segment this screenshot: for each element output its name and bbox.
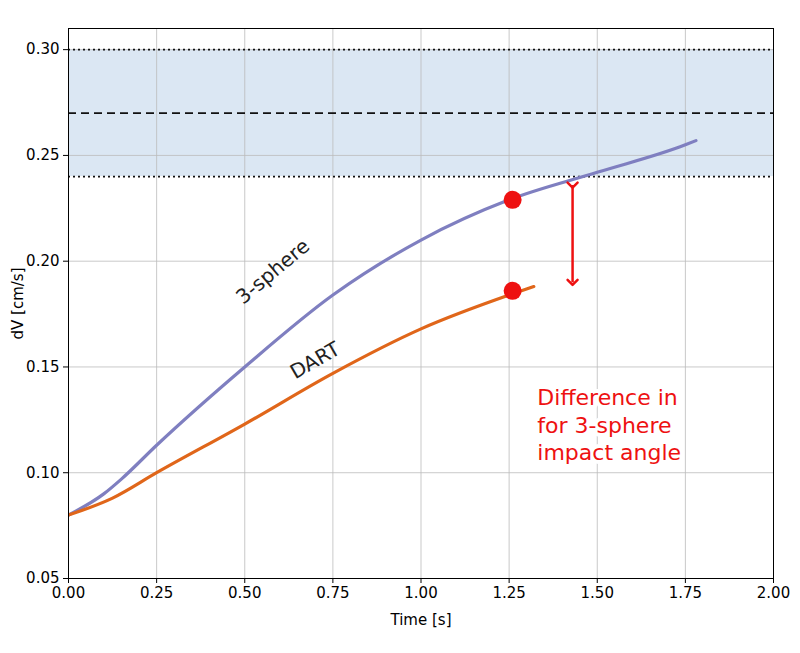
svg-text:0.10: 0.10 [26, 464, 59, 482]
svg-text:dV [cm/s]: dV [cm/s] [9, 268, 27, 340]
svg-text:DART: DART [286, 336, 345, 384]
svg-text:3-sphere: 3-sphere [231, 234, 314, 309]
svg-text:0.30: 0.30 [26, 40, 59, 58]
svg-text:0.75: 0.75 [316, 584, 349, 602]
svg-text:0.20: 0.20 [26, 252, 59, 270]
svg-text:0.25: 0.25 [26, 146, 59, 164]
svg-text:Difference infor 3-sphereimpac: Difference infor 3-sphereimpact angle [537, 385, 681, 465]
svg-text:1.75: 1.75 [669, 584, 702, 602]
svg-text:0.25: 0.25 [140, 584, 173, 602]
svg-text:Time [s]: Time [s] [390, 611, 452, 629]
svg-text:0.50: 0.50 [228, 584, 261, 602]
svg-text:0.15: 0.15 [26, 358, 59, 376]
svg-text:0.05: 0.05 [26, 569, 59, 587]
svg-text:2.00: 2.00 [757, 584, 790, 602]
svg-text:1.50: 1.50 [581, 584, 614, 602]
svg-text:1.25: 1.25 [492, 584, 525, 602]
svg-text:0.00: 0.00 [51, 584, 86, 603]
svg-text:1.00: 1.00 [404, 584, 437, 602]
